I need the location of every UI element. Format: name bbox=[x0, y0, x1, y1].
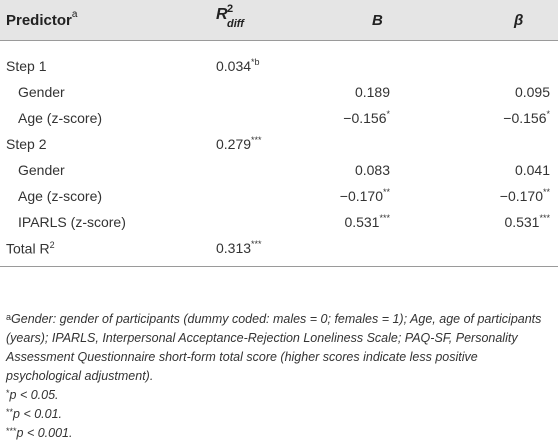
table-row: Age (z-score) −0.156* −0.156* bbox=[0, 106, 558, 132]
header-predictor: Predictora bbox=[6, 9, 78, 29]
footnote-p001-mark: *** bbox=[6, 426, 17, 436]
cell-predictor: Age (z-score) bbox=[18, 188, 102, 204]
cell-b: −0.156* bbox=[343, 109, 390, 126]
footnote-p001: ***p < 0.001. bbox=[6, 424, 554, 443]
cell-b-value: −0.156 bbox=[343, 110, 387, 126]
cell-predictor-value: Total R bbox=[6, 240, 50, 257]
cell-beta-value: −0.156 bbox=[503, 110, 547, 126]
footnotes: aGender: gender of participants (dummy c… bbox=[6, 310, 554, 443]
cell-beta-significance-mark: * bbox=[546, 109, 550, 119]
cell-b-value: 0.083 bbox=[354, 162, 390, 178]
cell-b-significance-mark: *** bbox=[379, 213, 390, 223]
footnote-a-mark: a bbox=[6, 312, 12, 322]
header-r2diff: R 2 diff bbox=[216, 3, 244, 30]
cell-b: 0.083 bbox=[355, 162, 390, 178]
cell-predictor: Step 1 bbox=[6, 58, 46, 74]
cell-beta: 0.041 bbox=[515, 162, 550, 178]
cell-predictor: Age (z-score) bbox=[18, 110, 102, 126]
cell-b-significance-mark: * bbox=[386, 109, 390, 119]
footnote-a: aGender: gender of participants (dummy c… bbox=[6, 310, 554, 386]
cell-beta: 0.531*** bbox=[504, 213, 550, 230]
cell-r2diff: 0.279*** bbox=[216, 135, 262, 152]
cell-predictor: Gender bbox=[18, 84, 65, 100]
footnote-p01-text: p < 0.01. bbox=[13, 407, 63, 421]
cell-b-value: 0.189 bbox=[354, 84, 390, 100]
table-header: Predictora R 2 diff B β bbox=[0, 0, 558, 41]
cell-r2diff-value: 0.034 bbox=[216, 58, 252, 74]
header-b: B bbox=[372, 12, 383, 29]
cell-beta-significance-mark: *** bbox=[539, 213, 550, 223]
footnote-p05: *p < 0.05. bbox=[6, 386, 554, 405]
cell-predictor-superscript: 2 bbox=[49, 240, 55, 250]
cell-r2diff: 0.034*b bbox=[216, 57, 260, 74]
cell-beta: −0.156* bbox=[503, 109, 550, 126]
table-row: IPARLS (z-score) 0.531*** 0.531*** bbox=[0, 210, 558, 236]
table-body: Step 1 0.034*b Gender 0.189 0.095 Age (z-scor… bbox=[0, 41, 558, 267]
cell-b: 0.189 bbox=[355, 84, 390, 100]
cell-r2diff-significance-mark: *** bbox=[251, 135, 262, 145]
cell-predictor-value: Age (z-score) bbox=[18, 188, 103, 204]
table-row: Age (z-score) −0.170** −0.170** bbox=[0, 184, 558, 210]
cell-b-value: −0.170 bbox=[339, 188, 383, 204]
cell-r2diff-value: 0.279 bbox=[216, 136, 252, 152]
cell-beta: −0.170** bbox=[499, 187, 550, 204]
footnote-a-text: Gender: gender of participants (dummy co… bbox=[6, 312, 542, 383]
footnote-p01: **p < 0.01. bbox=[6, 405, 554, 424]
header-r2-subscript: diff bbox=[227, 18, 244, 30]
table-row: Step 2 0.279*** bbox=[0, 132, 558, 158]
table-row: Gender 0.083 0.041 bbox=[0, 158, 558, 184]
cell-beta-value: 0.041 bbox=[514, 162, 550, 178]
regression-table: Predictora R 2 diff B β Step 1 0.034*b Gen… bbox=[0, 0, 558, 267]
cell-r2diff: 0.313*** bbox=[216, 239, 262, 256]
cell-r2diff-significance-mark: *** bbox=[251, 239, 262, 249]
cell-r2diff-value: 0.313 bbox=[216, 240, 252, 256]
cell-b-significance-mark: ** bbox=[382, 187, 390, 197]
cell-b: 0.531*** bbox=[344, 213, 390, 230]
footnote-p01-mark: ** bbox=[6, 407, 14, 417]
header-predictor-label: Predictor bbox=[6, 12, 72, 29]
cell-beta-value: 0.531 bbox=[504, 214, 540, 230]
footnote-p001-text: p < 0.001. bbox=[16, 426, 73, 440]
cell-predictor-value: IPARLS (z-score) bbox=[18, 214, 126, 230]
cell-r2diff-significance-mark: *b bbox=[251, 57, 260, 67]
header-r2-superscript: 2 bbox=[227, 3, 234, 15]
cell-predictor-value: Age (z-score) bbox=[18, 110, 103, 126]
table-row: Gender 0.189 0.095 bbox=[0, 80, 558, 106]
cell-predictor-value: Step 2 bbox=[6, 136, 47, 152]
cell-predictor-value: Gender bbox=[18, 162, 65, 178]
cell-predictor: IPARLS (z-score) bbox=[18, 214, 126, 230]
header-predictor-footnote-mark: a bbox=[71, 9, 78, 20]
table-row: Step 1 0.034*b bbox=[0, 54, 558, 80]
footnote-p05-mark: * bbox=[6, 388, 10, 398]
cell-b-value: 0.531 bbox=[344, 214, 380, 230]
cell-predictor-value: Step 1 bbox=[6, 58, 47, 74]
cell-beta-significance-mark: ** bbox=[542, 187, 550, 197]
header-beta: β bbox=[514, 12, 524, 29]
table-row: Total R2 0.313*** bbox=[0, 236, 558, 262]
cell-beta-value: 0.095 bbox=[514, 84, 550, 100]
cell-predictor: Gender bbox=[18, 162, 65, 178]
header-r2-base: R bbox=[216, 6, 228, 23]
cell-predictor-value: Gender bbox=[18, 84, 65, 100]
cell-beta-value: −0.170 bbox=[499, 188, 543, 204]
cell-predictor: Total R2 bbox=[6, 240, 55, 257]
cell-predictor: Step 2 bbox=[6, 136, 46, 152]
footnote-p05-text: p < 0.05. bbox=[9, 388, 59, 402]
cell-b: −0.170** bbox=[339, 187, 390, 204]
cell-beta: 0.095 bbox=[515, 84, 550, 100]
